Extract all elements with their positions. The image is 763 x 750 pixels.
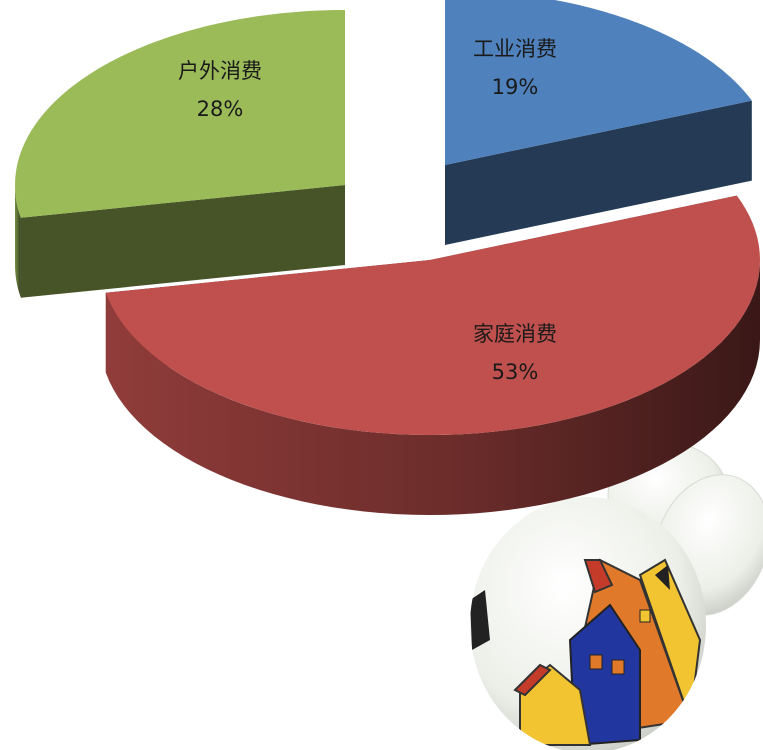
- chart: 工业消费 19% 家庭消费 53% 户外消费 28%: [0, 0, 763, 750]
- slice: [15, 10, 345, 298]
- slice-top: [15, 10, 345, 218]
- slice-label: 户外消费: [178, 59, 262, 83]
- slice-value-label: 28%: [197, 97, 244, 121]
- pie: 工业消费 19% 家庭消费 53% 户外消费 28%: [15, 0, 760, 515]
- slice-value-label: 19%: [492, 75, 539, 99]
- slice-label: 工业消费: [473, 37, 557, 61]
- slice-label: 家庭消费: [473, 322, 557, 346]
- slice-value-label: 53%: [492, 360, 539, 384]
